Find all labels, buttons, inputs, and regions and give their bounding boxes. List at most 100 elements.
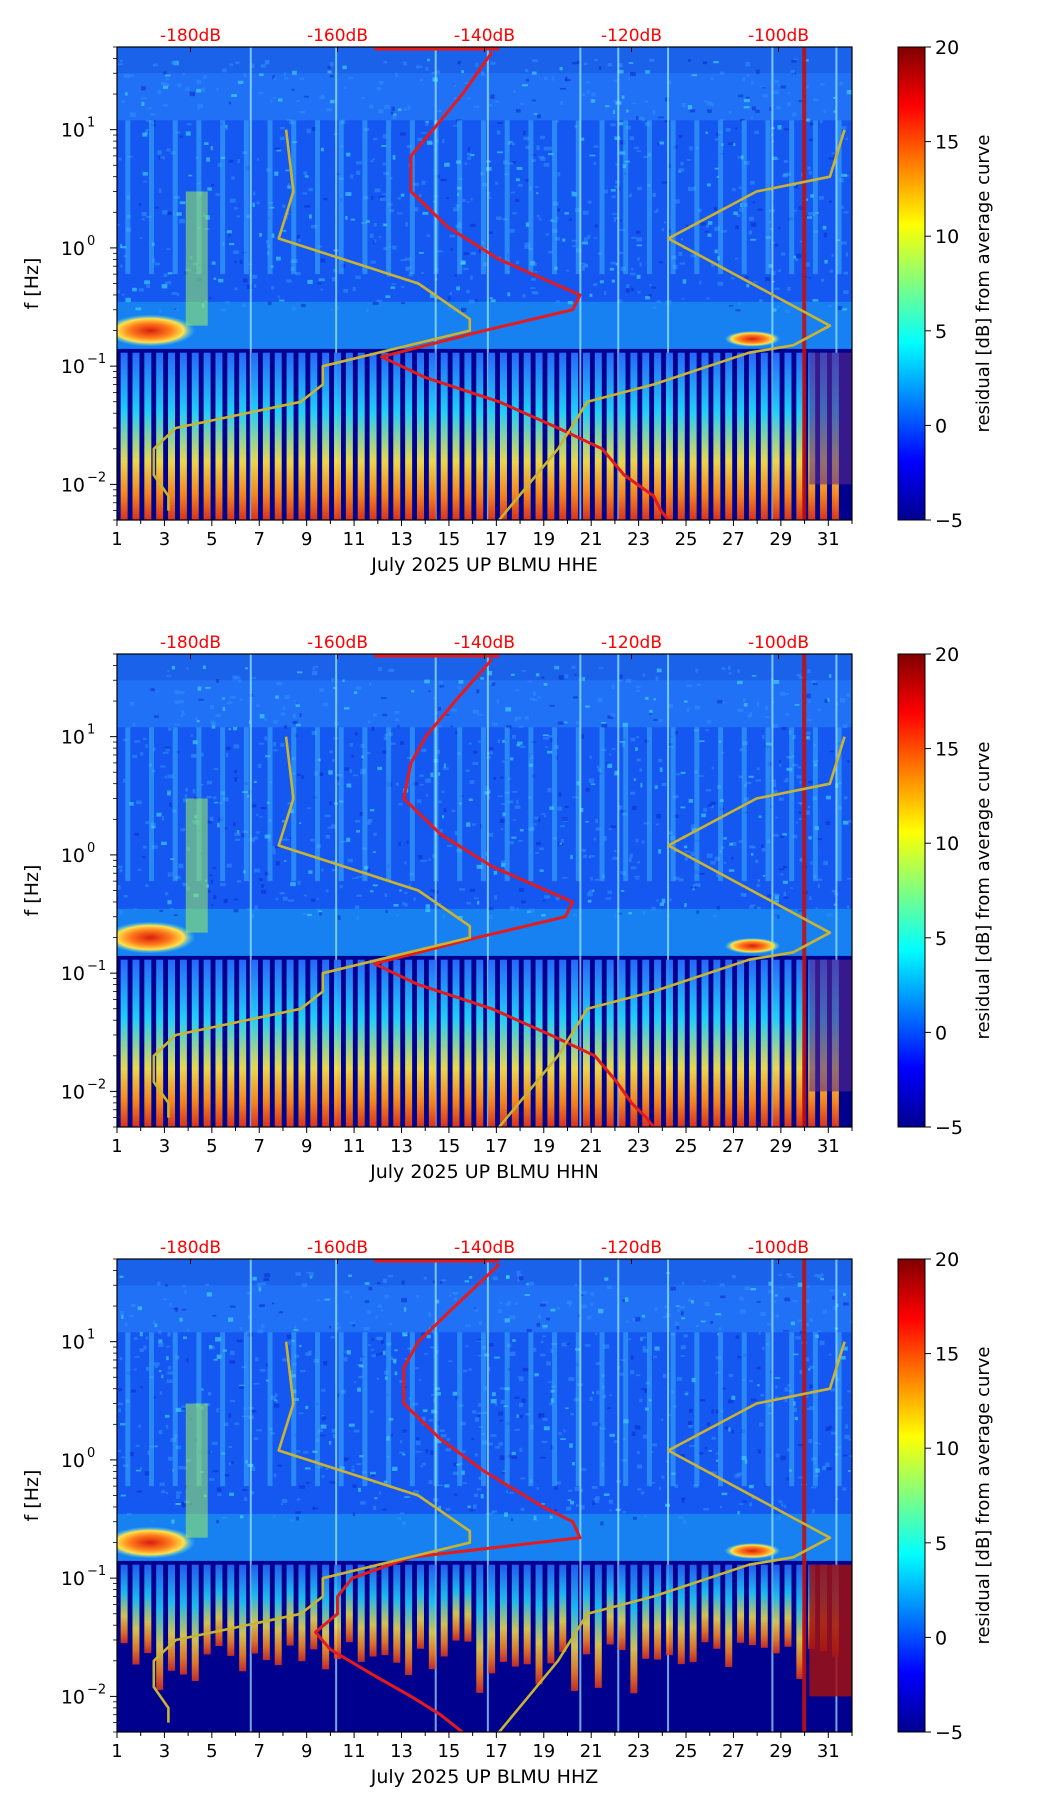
noise-pixel [346,152,351,157]
noise-pixel [622,812,628,816]
noise-pixel [579,262,586,265]
noise-pixel [498,1442,503,1446]
noise-pixel [602,874,606,879]
noise-pixel [430,889,437,892]
noise-pixel [286,1334,293,1339]
noise-pixel [649,284,652,286]
noise-pixel [793,1401,796,1406]
noise-pixel [745,62,751,67]
noise-pixel [280,1503,283,1506]
noise-pixel [340,264,346,268]
noise-pixel [786,767,792,771]
noise-pixel [250,63,255,69]
day-streak [314,727,320,882]
noise-pixel [657,142,660,146]
x-tick-label: 27 [722,1741,745,1762]
noise-pixel [804,59,809,62]
noise-pixel [217,1493,222,1497]
noise-pixel [797,766,802,769]
noise-pixel [527,680,532,683]
noise-pixel [743,893,747,898]
noise-pixel [477,740,481,743]
noise-pixel [421,272,424,275]
noise-pixel [828,1353,832,1356]
noise-pixel [719,807,725,811]
noise-pixel [544,76,548,80]
noise-pixel [658,261,663,264]
noise-pixel [223,1349,228,1352]
day-streak [552,120,558,275]
noise-pixel [520,1477,526,1480]
noise-pixel [313,1358,319,1363]
db-label: -120dB [601,1238,662,1258]
noise-pixel [467,97,471,100]
noise-pixel [783,780,786,783]
heatmap-band [117,1259,852,1333]
warm-blob [117,921,196,954]
tidal-streak [725,352,733,520]
noise-pixel [830,1388,836,1392]
noise-pixel [375,1315,378,1319]
noise-pixel [400,132,406,136]
tidal-streak [144,352,152,520]
noise-pixel [430,1450,434,1455]
noise-pixel [449,1294,452,1297]
noise-pixel [681,1497,686,1500]
noise-pixel [721,1492,728,1496]
noise-pixel [841,241,847,245]
noise-pixel [369,890,374,893]
y-tick-label: 10 [61,474,85,496]
noise-pixel [675,1321,679,1326]
noise-pixel [573,696,578,699]
median-psd-curve [372,658,655,1127]
tidal-streak [618,1564,626,1651]
noise-pixel [282,1358,288,1362]
noise-pixel [612,856,619,860]
noise-pixel [468,798,473,802]
noise-pixel [150,123,157,127]
noise-pixel [120,1494,127,1497]
noise-pixel [520,1507,525,1511]
noise-pixel [773,833,779,837]
noise-pixel [589,855,595,858]
noise-pixel [805,1285,810,1288]
tidal-streak [523,352,531,520]
noise-pixel [693,729,700,732]
tidal-streak [440,1564,448,1657]
tidal-streak [440,352,448,520]
noise-pixel [231,94,238,98]
noise-pixel [355,275,361,280]
noise-pixel [489,297,493,299]
noise-pixel [233,727,238,731]
noise-pixel [360,771,366,775]
noise-pixel [814,1475,819,1477]
noise-pixel [636,230,641,234]
noise-pixel [158,188,162,193]
noise-pixel [159,1391,162,1395]
noise-pixel [343,1357,348,1362]
noise-pixel [805,1322,810,1327]
noise-pixel [229,63,234,66]
noise-pixel [644,1407,649,1411]
noise-pixel [741,1456,747,1461]
noise-pixel [511,673,515,676]
noise-pixel [542,899,546,902]
noise-pixel [795,821,799,824]
noise-pixel [229,1492,234,1496]
tidal-streak [203,352,211,520]
noise-pixel [654,210,657,214]
noise-pixel [271,1302,275,1305]
noise-pixel [303,1317,308,1321]
noise-pixel [315,908,321,911]
noise-pixel [715,1452,720,1455]
noise-pixel [642,1346,646,1351]
noise-pixel [635,747,638,751]
tidal-streak [476,959,484,1127]
noise-pixel [773,680,780,684]
noise-pixel [209,296,212,300]
noise-pixel [735,257,738,260]
noise-pixel [700,222,706,226]
noise-pixel [352,1512,356,1517]
noise-pixel [361,96,365,100]
day-streak [480,120,486,275]
